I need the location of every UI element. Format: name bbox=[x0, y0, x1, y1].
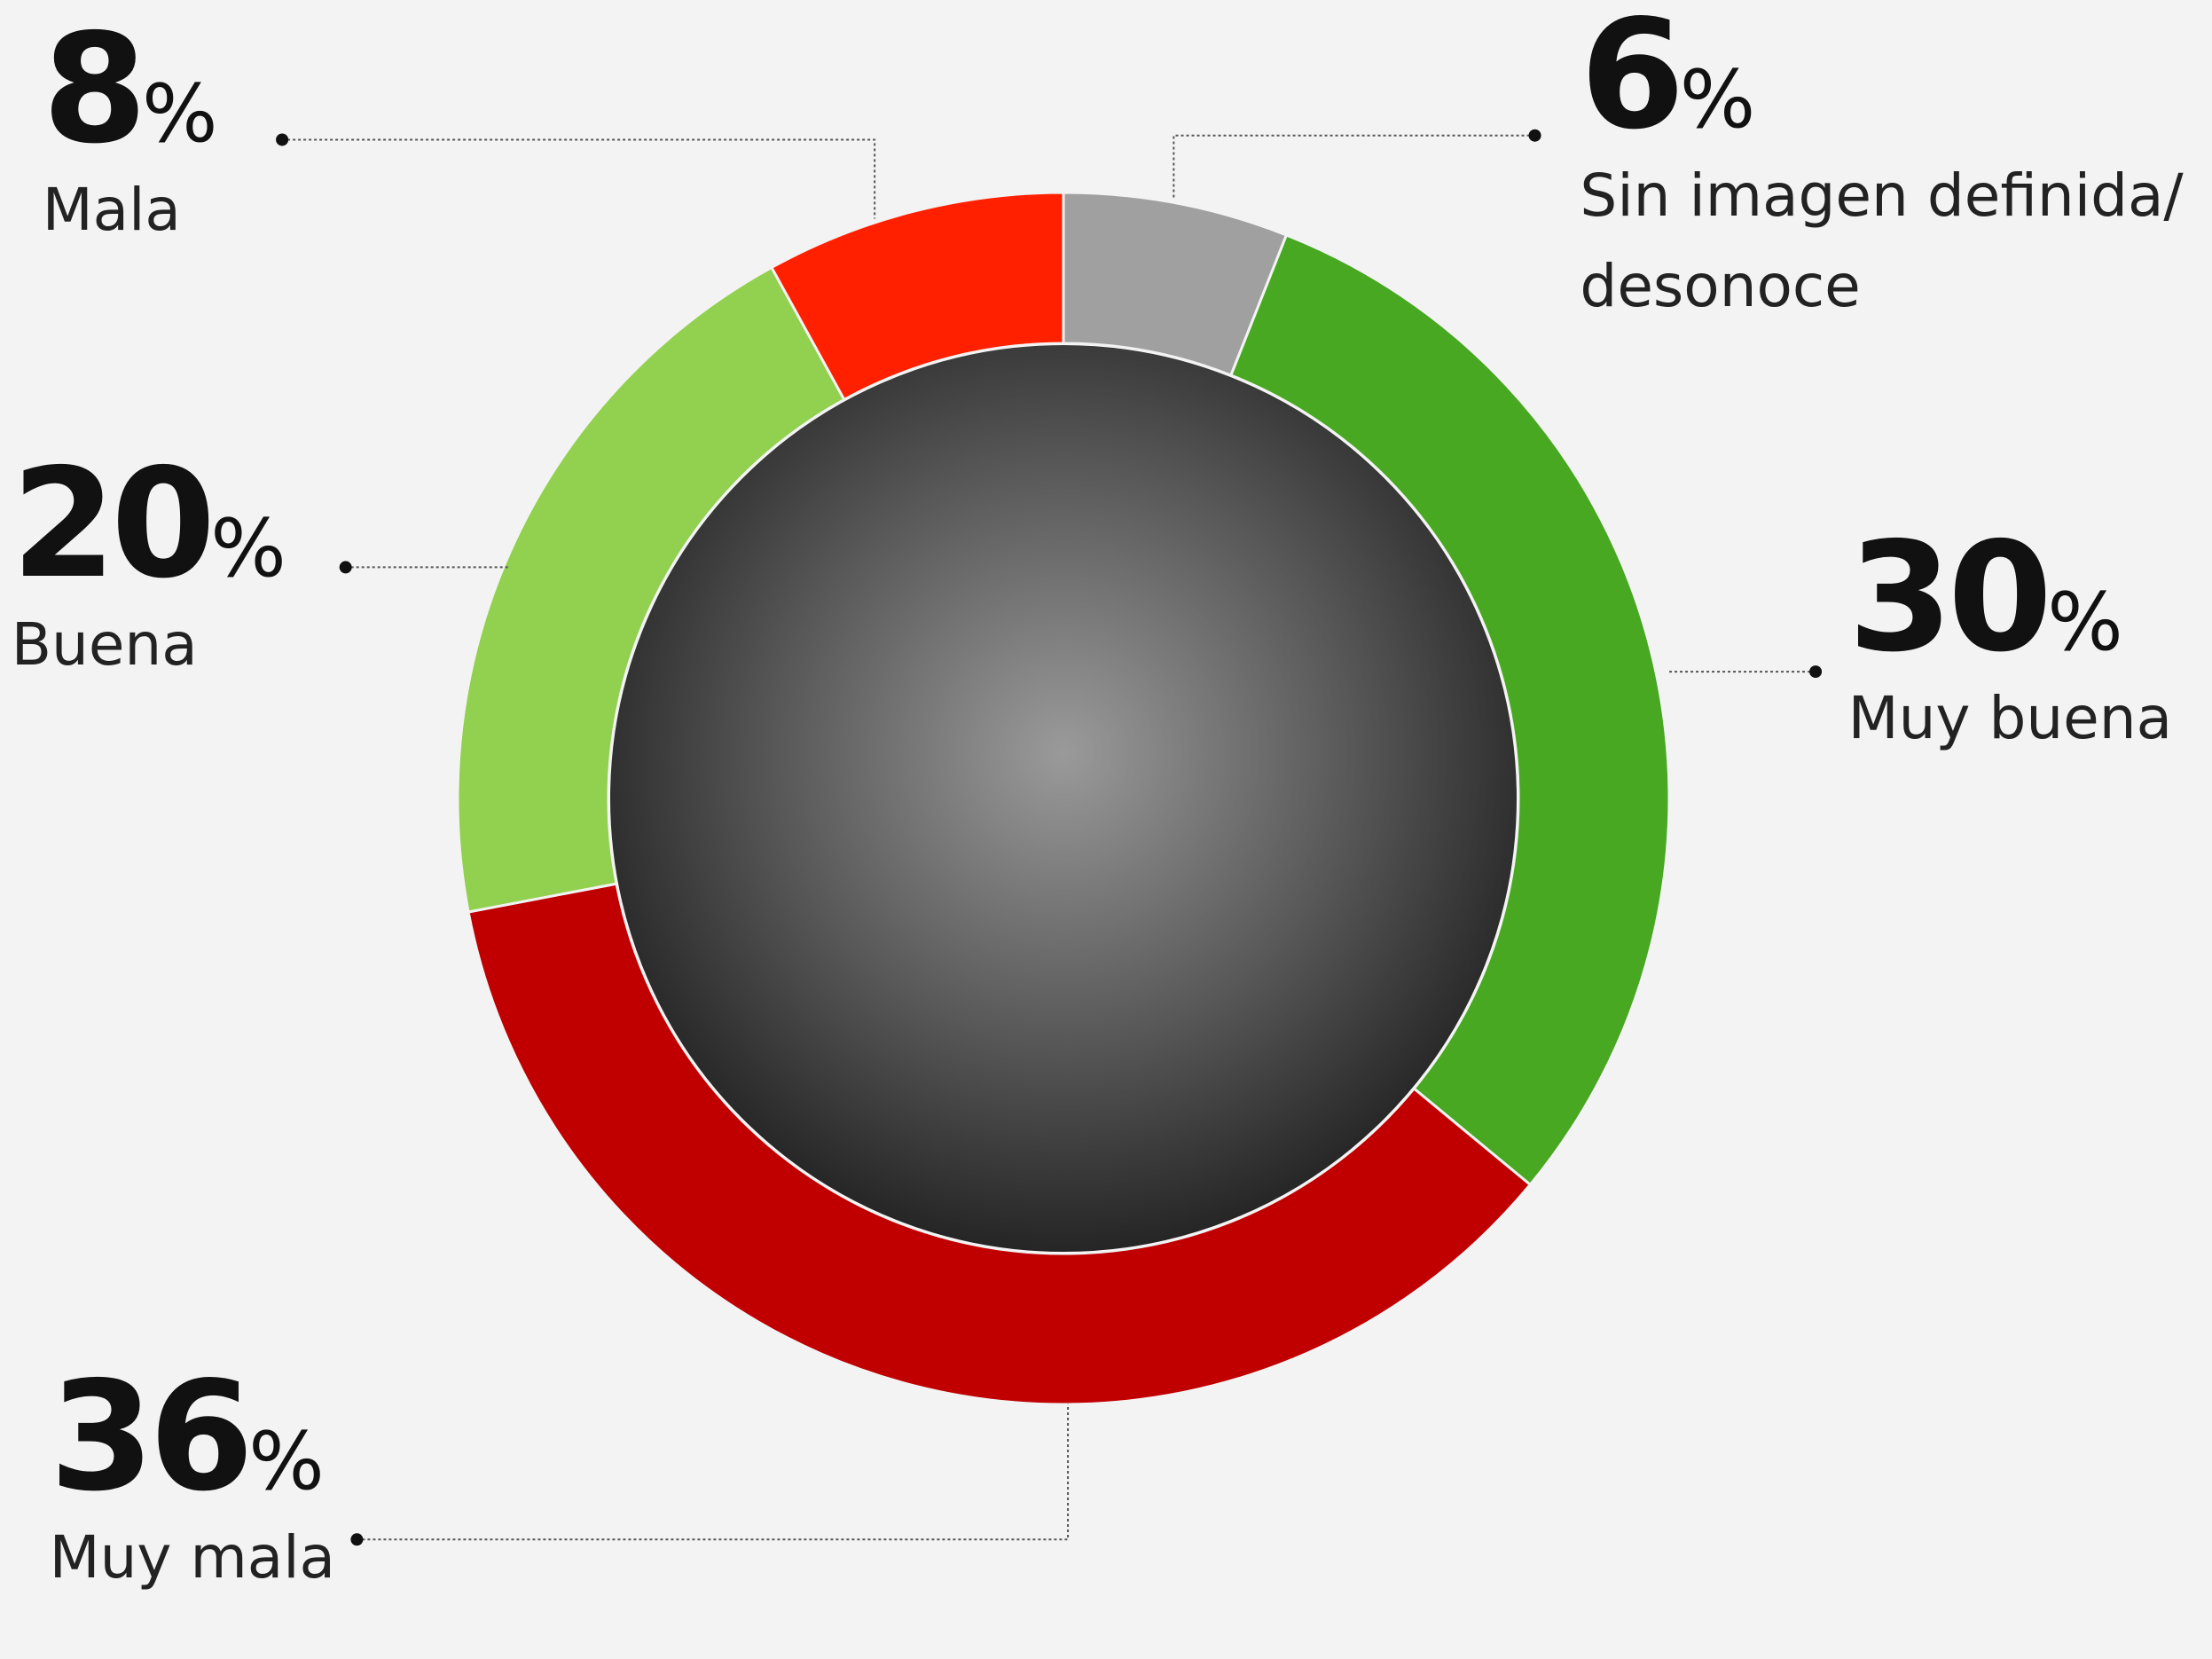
slice bbox=[467, 882, 1533, 1406]
unit: % bbox=[210, 501, 286, 595]
category-label: Sin imagen definida/ desonoce bbox=[1580, 161, 2184, 321]
category-label: Buena bbox=[11, 609, 198, 679]
value-label: 36% bbox=[50, 1362, 614, 1513]
category-label: Mala bbox=[42, 175, 181, 244]
category-label: Muy buena bbox=[1847, 683, 2173, 752]
leader-dot bbox=[350, 1533, 364, 1546]
value-label: 8% bbox=[43, 14, 466, 165]
category-label: Muy mala bbox=[49, 1522, 335, 1592]
leader-dot bbox=[339, 561, 352, 574]
leader-line bbox=[282, 138, 876, 219]
value: 8 bbox=[42, 1, 147, 177]
photo bbox=[607, 342, 1520, 1255]
slices bbox=[456, 191, 1671, 1406]
slice bbox=[769, 191, 1065, 402]
label: 6% Sin imagen definida/ desonoce bbox=[1580, 0, 2186, 333]
unit: % bbox=[2047, 575, 2123, 669]
value: 30 bbox=[1847, 509, 2053, 686]
value: 36 bbox=[49, 1348, 255, 1525]
unit: % bbox=[1679, 53, 1756, 146]
leader-line bbox=[1173, 134, 1535, 198]
label: 30% Muy buena bbox=[1848, 523, 2212, 764]
leader-dot bbox=[1809, 665, 1823, 679]
leader-dot bbox=[1528, 129, 1541, 142]
label: 8% Mala bbox=[43, 14, 466, 256]
leader-dot bbox=[276, 133, 289, 146]
value: 20 bbox=[11, 436, 216, 612]
value-label: 30% bbox=[1848, 523, 2212, 673]
label: 20% Buena bbox=[12, 449, 435, 690]
slice bbox=[456, 265, 846, 914]
value-label: 6% bbox=[1580, 0, 2186, 151]
value-label: 20% bbox=[12, 449, 435, 600]
value: 6 bbox=[1580, 0, 1684, 163]
leaders bbox=[276, 129, 1823, 1546]
unit: % bbox=[142, 67, 218, 161]
slice bbox=[1228, 233, 1671, 1187]
unit: % bbox=[248, 1414, 325, 1508]
label: 36% Muy mala bbox=[50, 1362, 614, 1603]
